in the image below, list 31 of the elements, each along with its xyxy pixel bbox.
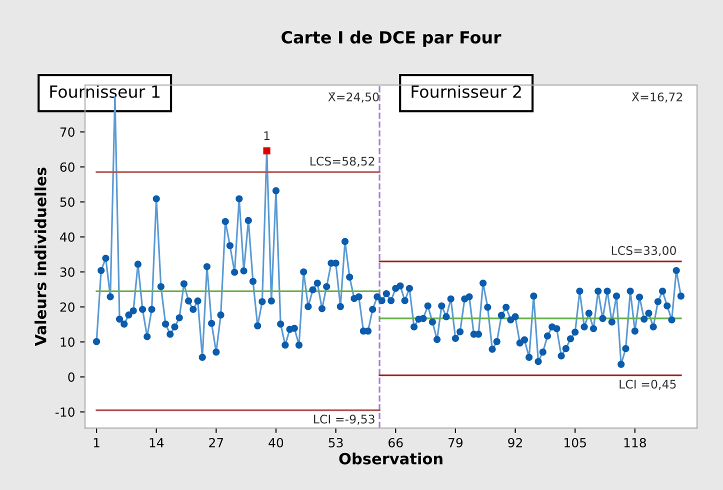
annotation: LCS=58,52: [310, 156, 374, 167]
y-tick-label: 40: [60, 232, 74, 242]
annotation: Fournisseur 1: [50, 85, 160, 98]
x-tick-label: 118: [624, 438, 646, 448]
y-tick-label: -10: [56, 407, 74, 417]
x-tick-label: 79: [448, 438, 463, 448]
y-tick-label: 30: [60, 267, 74, 277]
x-tick-label: 1: [94, 438, 100, 448]
y-tick-label: 20: [60, 302, 74, 312]
x-tick-label: 105: [564, 438, 586, 448]
annotation: Fournisseur 2: [412, 85, 521, 98]
y-tick-label: 50: [60, 197, 74, 207]
annotation: LCS=33,00: [612, 246, 676, 256]
y-tick-label: 10: [60, 337, 74, 347]
annotation: X̄=16,72: [632, 92, 682, 103]
x-axis-title: Observation: [339, 452, 442, 464]
x-tick-label: 92: [508, 438, 522, 448]
annotation: LCI =0,45: [620, 380, 676, 390]
x-tick-label: 40: [268, 438, 284, 448]
y-tick-label: 0: [68, 372, 74, 382]
y-axis-title: Valeurs individuelles: [34, 168, 46, 346]
x-tick-label: 53: [328, 438, 343, 448]
y-tick-label: 70: [60, 127, 74, 137]
annotation: LCI =-9,53: [314, 414, 374, 425]
annotation: 1: [264, 131, 270, 140]
chart-title: Carte I de DCE par Four: [282, 30, 502, 47]
x-tick-label: 66: [388, 438, 403, 448]
x-tick-label: 14: [150, 438, 164, 448]
annotation: X̄=24,50: [328, 92, 379, 103]
x-tick-label: 27: [209, 438, 224, 448]
y-tick-label: 60: [60, 162, 74, 172]
